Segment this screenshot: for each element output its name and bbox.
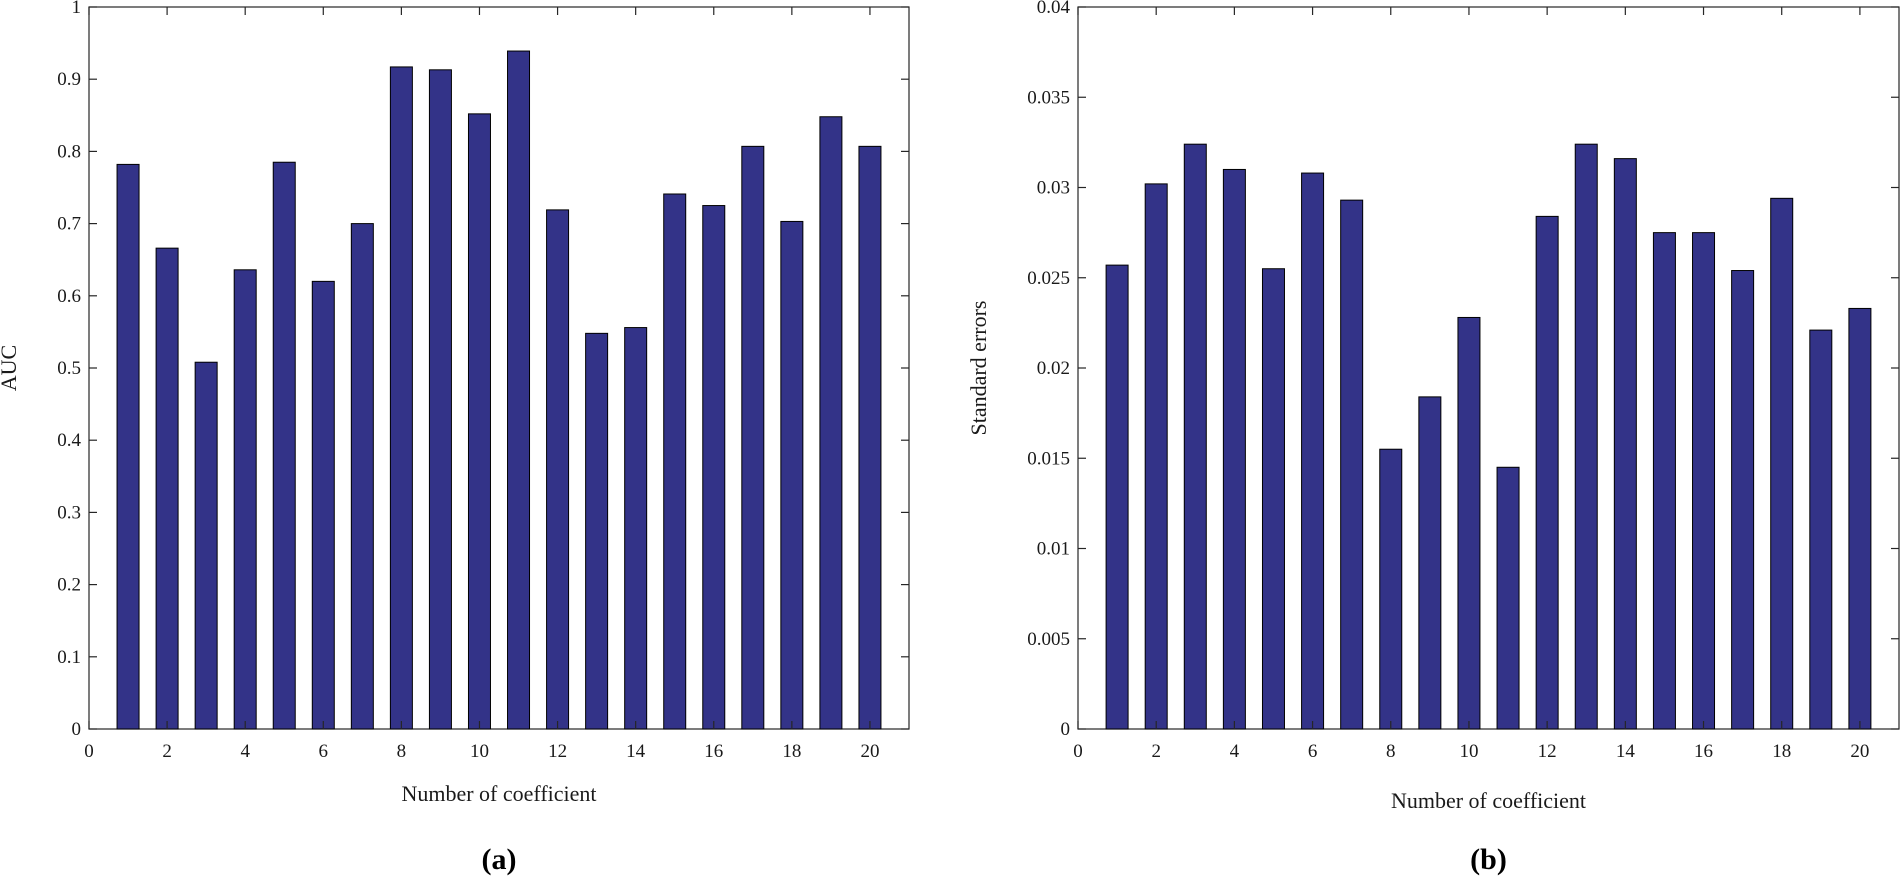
- x-tick-label-b: 12: [1538, 741, 1557, 762]
- bar-a-20: [858, 145, 882, 730]
- bar-b-15: [1652, 232, 1676, 730]
- tick-labels-b: 0 2 4 6 8 10 12 14 16 18 20 0 0.005 0.01 0.015 0.02 0.02…: [1027, 0, 1869, 762]
- bar-a-11: [507, 50, 531, 730]
- x-axis-label-a: Number of coefficient: [401, 781, 596, 806]
- x-tick-label-a: 12: [548, 741, 567, 762]
- bar-b-9: [1418, 396, 1442, 730]
- y-tick-label-b: 0.02: [1037, 358, 1070, 379]
- x-tick-label-b: 16: [1694, 741, 1713, 762]
- bars-b: [1105, 143, 1872, 730]
- y-tick-label-b: 0.03: [1037, 178, 1070, 199]
- x-tick-label-b: 14: [1616, 741, 1636, 762]
- bar-a-10: [467, 113, 491, 730]
- bar-b-6: [1301, 172, 1325, 730]
- y-tick-label-a: 0.9: [57, 69, 81, 90]
- y-tick-label-a: 0: [72, 719, 82, 740]
- x-axis-label-b: Number of coefficient: [1391, 788, 1586, 813]
- y-tick-label-b: 0.015: [1027, 448, 1070, 469]
- bar-a-12: [546, 209, 570, 730]
- y-tick-label-a: 0.7: [57, 214, 81, 235]
- bar-a-7: [350, 223, 374, 730]
- x-tick-label-b: 8: [1386, 741, 1396, 762]
- bar-b-4: [1222, 168, 1246, 730]
- bar-b-13: [1574, 143, 1598, 730]
- y-tick-label-b: 0.005: [1027, 629, 1070, 650]
- bar-b-19: [1809, 329, 1833, 730]
- bar-b-10: [1457, 316, 1481, 730]
- bar-a-8: [389, 66, 413, 730]
- bar-b-7: [1340, 199, 1364, 730]
- y-axis-label-b: Standard errors: [966, 300, 991, 435]
- x-tick-label-b: 18: [1772, 741, 1791, 762]
- y-tick-label-a: 0.3: [57, 502, 81, 523]
- bar-a-18: [780, 220, 804, 730]
- x-tick-label-b: 6: [1308, 741, 1318, 762]
- bar-a-15: [663, 193, 687, 730]
- bar-b-17: [1731, 270, 1755, 730]
- y-tick-label-a: 0.8: [57, 141, 81, 162]
- x-tick-label-a: 0: [84, 741, 94, 762]
- chart-panel-a: 0 2 4 6 8 10 12 14 16 18 20 0 0.1 0.2 0.3 0.4 0.5 0.6 0.7 0…: [0, 0, 910, 876]
- ticks-a: [88, 6, 909, 730]
- x-tick-label-a: 18: [782, 741, 801, 762]
- x-tick-label-a: 4: [240, 741, 250, 762]
- x-tick-label-a: 20: [860, 741, 879, 762]
- x-tick-label-a: 16: [704, 741, 723, 762]
- bar-b-18: [1770, 197, 1794, 730]
- y-tick-label-a: 0.1: [57, 647, 81, 668]
- bar-b-8: [1379, 448, 1403, 730]
- bars-a: [116, 50, 882, 730]
- bar-a-1: [116, 163, 140, 730]
- x-tick-label-b: 20: [1850, 741, 1869, 762]
- x-tick-label-b: 10: [1459, 741, 1478, 762]
- x-tick-label-b: 4: [1230, 741, 1240, 762]
- x-tick-label-a: 2: [162, 741, 172, 762]
- y-axis-label-a: AUC: [0, 345, 21, 391]
- y-tick-label-a: 0.4: [57, 430, 81, 451]
- x-tick-label-a: 8: [397, 741, 407, 762]
- y-tick-label-b: 0.04: [1037, 0, 1071, 18]
- bar-a-13: [585, 332, 609, 730]
- bar-a-6: [311, 280, 335, 730]
- bar-a-9: [428, 69, 452, 730]
- bar-b-14: [1613, 158, 1637, 730]
- bar-b-3: [1183, 143, 1207, 730]
- bar-a-4: [233, 269, 257, 730]
- bar-a-5: [272, 161, 296, 730]
- x-tick-label-b: 0: [1073, 741, 1083, 762]
- y-tick-label-b: 0.01: [1037, 539, 1070, 560]
- bar-a-17: [741, 145, 765, 730]
- y-tick-label-a: 0.6: [57, 286, 81, 307]
- y-tick-label-b: 0.025: [1027, 268, 1070, 289]
- bar-a-14: [624, 327, 648, 730]
- chart-panel-b: 0 2 4 6 8 10 12 14 16 18 20 0 0.005 0.01 0.015 0.02 0.02…: [966, 0, 1900, 876]
- bar-a-19: [819, 116, 843, 730]
- bar-a-16: [702, 205, 726, 730]
- y-tick-label-a: 0.5: [57, 358, 81, 379]
- y-tick-label-b: 0: [1061, 719, 1071, 740]
- y-tick-label-b: 0.035: [1027, 87, 1070, 108]
- x-tick-label-b: 2: [1151, 741, 1161, 762]
- bar-b-1: [1105, 264, 1129, 730]
- tick-labels-a: 0 2 4 6 8 10 12 14 16 18 20 0 0.1 0.2 0.3 0.4 0.5 0.6 0.7 0…: [57, 0, 879, 762]
- x-tick-label-a: 6: [319, 741, 329, 762]
- panel-label-a: (a): [482, 843, 517, 876]
- x-tick-label-a: 14: [626, 741, 646, 762]
- panel-label-b: (b): [1470, 843, 1507, 876]
- ticks-b: [1077, 6, 1899, 730]
- bar-b-12: [1535, 215, 1559, 730]
- bar-a-2: [155, 247, 179, 730]
- y-tick-label-a: 1: [72, 0, 82, 18]
- bar-b-16: [1692, 232, 1716, 730]
- bar-b-2: [1144, 183, 1168, 730]
- x-tick-label-a: 10: [470, 741, 489, 762]
- y-tick-label-a: 0.2: [57, 575, 81, 596]
- bar-a-3: [194, 361, 218, 730]
- bar-b-11: [1496, 466, 1520, 730]
- bar-b-5: [1261, 268, 1285, 730]
- bar-b-20: [1848, 307, 1872, 730]
